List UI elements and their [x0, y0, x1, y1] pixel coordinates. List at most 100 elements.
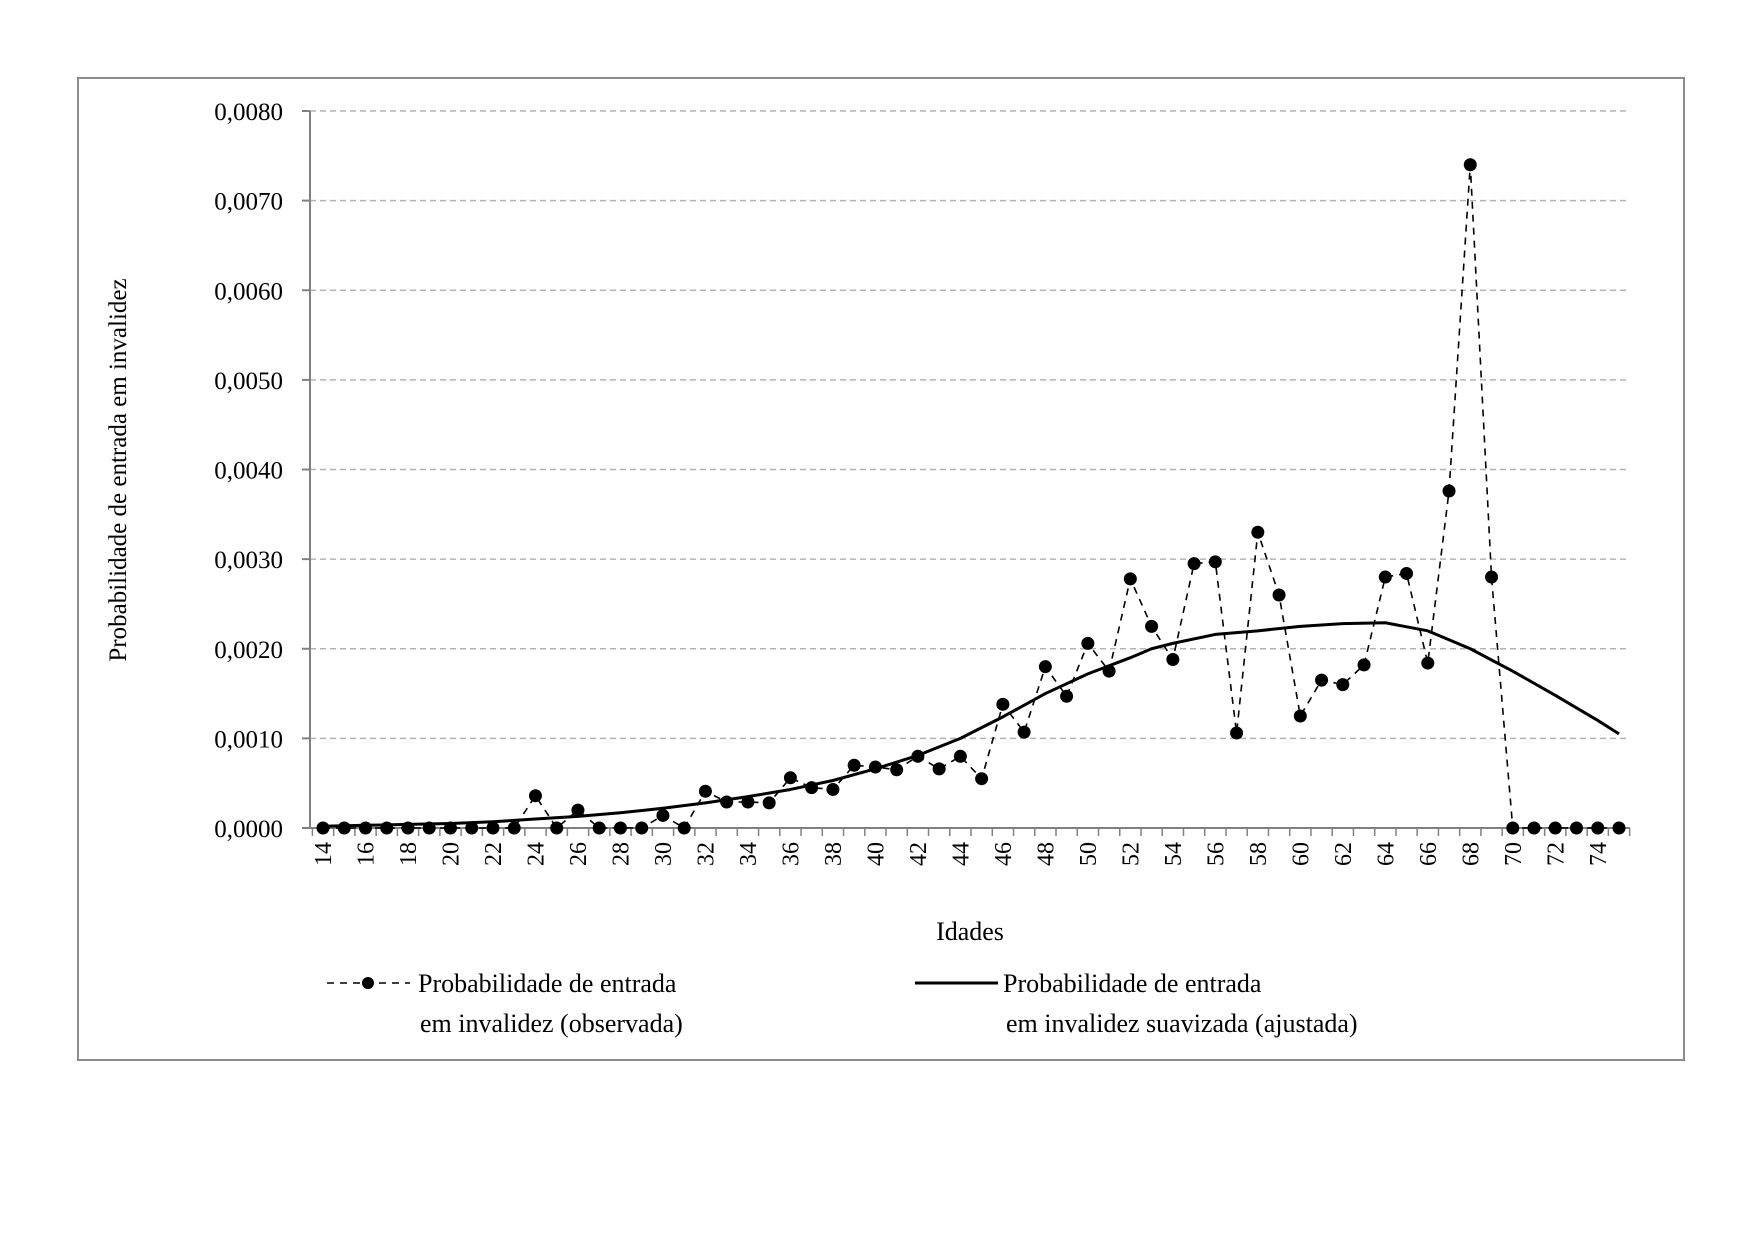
y-tick-label: 0,0030 — [214, 547, 283, 574]
data-point-observada — [422, 821, 436, 835]
legend-label: Probabilidade de entrada — [1003, 969, 1262, 998]
x-tick-label: 22 — [481, 842, 507, 866]
data-point-observada — [975, 772, 989, 786]
data-point-observada — [592, 821, 606, 835]
legend-label: em invalidez (observada) — [420, 1009, 683, 1038]
series-layer — [316, 158, 1626, 835]
data-point-observada — [1145, 619, 1159, 633]
data-point-observada — [613, 821, 627, 835]
x-tick-label: 48 — [1033, 842, 1059, 866]
data-point-observada — [805, 781, 819, 795]
x-tick-label: 74 — [1586, 842, 1612, 866]
data-point-observada — [953, 749, 967, 763]
x-tick-label: 40 — [863, 842, 889, 866]
data-point-observada — [1485, 570, 1499, 584]
data-point-observada — [1272, 588, 1286, 602]
x-tick-labels: 14 16 18 20 22 24 26 28 30 32 34 36 38 40 42 44 46 48 50 52… — [311, 842, 1612, 866]
series-line-ajustada — [322, 621, 1620, 828]
x-tick-label: 44 — [948, 842, 974, 866]
data-point-observada — [528, 789, 542, 803]
data-point-observada — [1166, 653, 1180, 667]
data-point-observada — [1612, 821, 1626, 835]
x-tick-label: 60 — [1288, 842, 1314, 866]
x-tick-label: 68 — [1458, 842, 1484, 866]
x-tick-label: 16 — [353, 842, 379, 866]
data-point-observada — [868, 760, 882, 774]
data-point-observada — [826, 782, 840, 796]
legend-marker — [362, 977, 374, 989]
data-point-observada — [443, 821, 457, 835]
x-tick-label: 38 — [821, 842, 847, 866]
data-point-observada — [635, 821, 649, 835]
x-tick-label: 62 — [1331, 842, 1357, 866]
data-point-observada — [677, 821, 691, 835]
x-tick-label: 64 — [1373, 842, 1399, 866]
data-point-observada — [1400, 566, 1414, 580]
data-point-observada — [401, 821, 415, 835]
data-point-observada — [762, 796, 776, 810]
data-point-observada — [1357, 658, 1371, 672]
x-tick-label: 34 — [736, 842, 762, 866]
x-tick-label: 70 — [1501, 842, 1527, 866]
legend-item-observada: Probabilidade de entrada em invalidez (o… — [327, 969, 683, 1038]
legend-label: Probabilidade de entrada — [418, 969, 677, 998]
data-point-observada — [550, 821, 564, 835]
data-point-observada — [1421, 656, 1435, 670]
y-tick-label: 0,0040 — [214, 458, 283, 485]
data-point-observada — [1187, 557, 1201, 571]
data-point-observada — [486, 821, 500, 835]
data-point-observada — [1123, 572, 1137, 586]
data-point-observada — [1548, 821, 1562, 835]
legend: Probabilidade de entrada em invalidez (o… — [327, 969, 1358, 1038]
y-tick-label: 0,0010 — [214, 726, 283, 753]
data-point-observada — [1081, 636, 1095, 650]
y-tick-label: 0,0060 — [214, 278, 283, 305]
data-point-observada — [1230, 726, 1244, 740]
data-point-observada — [996, 697, 1010, 711]
x-tick-label: 52 — [1118, 842, 1144, 866]
data-point-observada — [1060, 689, 1074, 703]
data-point-observada — [656, 808, 670, 822]
data-point-observada — [1038, 660, 1052, 674]
data-point-observada — [1293, 709, 1307, 723]
data-point-observada — [1527, 821, 1541, 835]
x-tick-label: 20 — [438, 842, 464, 866]
x-tick-label: 58 — [1246, 842, 1272, 866]
legend-label: em invalidez suavizada (ajustada) — [1006, 1009, 1358, 1038]
data-point-observada — [890, 763, 904, 777]
data-point-observada — [1463, 158, 1477, 172]
y-tick-label: 0,0080 — [214, 99, 283, 126]
x-tick-label: 24 — [523, 842, 549, 866]
data-point-observada — [571, 803, 585, 817]
y-tick-labels: 0,0000 0,0010 0,0020 0,0030 0,0040 0,0050 0,00… — [214, 99, 283, 843]
data-point-observada — [1208, 555, 1222, 569]
x-tick-label: 56 — [1203, 842, 1229, 866]
data-point-observada — [911, 749, 925, 763]
data-point-observada — [741, 795, 755, 809]
data-point-observada — [698, 784, 712, 798]
y-tick-label: 0,0020 — [214, 637, 283, 664]
x-tick-label: 32 — [693, 842, 719, 866]
data-point-observada — [720, 795, 734, 809]
y-axis-label: Probabilidade de entrada em invalidez — [105, 278, 132, 661]
data-point-observada — [380, 821, 394, 835]
data-point-observada — [1315, 673, 1329, 687]
data-point-observada — [358, 821, 372, 835]
data-point-observada — [847, 758, 861, 772]
data-point-observada — [1570, 821, 1584, 835]
data-point-observada — [1017, 725, 1031, 739]
data-point-observada — [1442, 484, 1456, 498]
x-tick-label: 18 — [396, 842, 422, 866]
data-point-observada — [465, 821, 479, 835]
legend-item-ajustada: Probabilidade de entrada em invalidez su… — [915, 969, 1358, 1038]
x-tick-label: 50 — [1076, 842, 1102, 866]
x-tick-label: 54 — [1161, 842, 1187, 866]
y-tick-label: 0,0070 — [214, 189, 283, 216]
x-tick-label: 66 — [1416, 842, 1442, 866]
y-tick-label: 0,0000 — [214, 816, 283, 843]
data-point-observada — [316, 821, 330, 835]
y-tick-label: 0,0050 — [214, 368, 283, 395]
data-point-observada — [1102, 664, 1116, 678]
x-tick-label: 72 — [1543, 842, 1569, 866]
